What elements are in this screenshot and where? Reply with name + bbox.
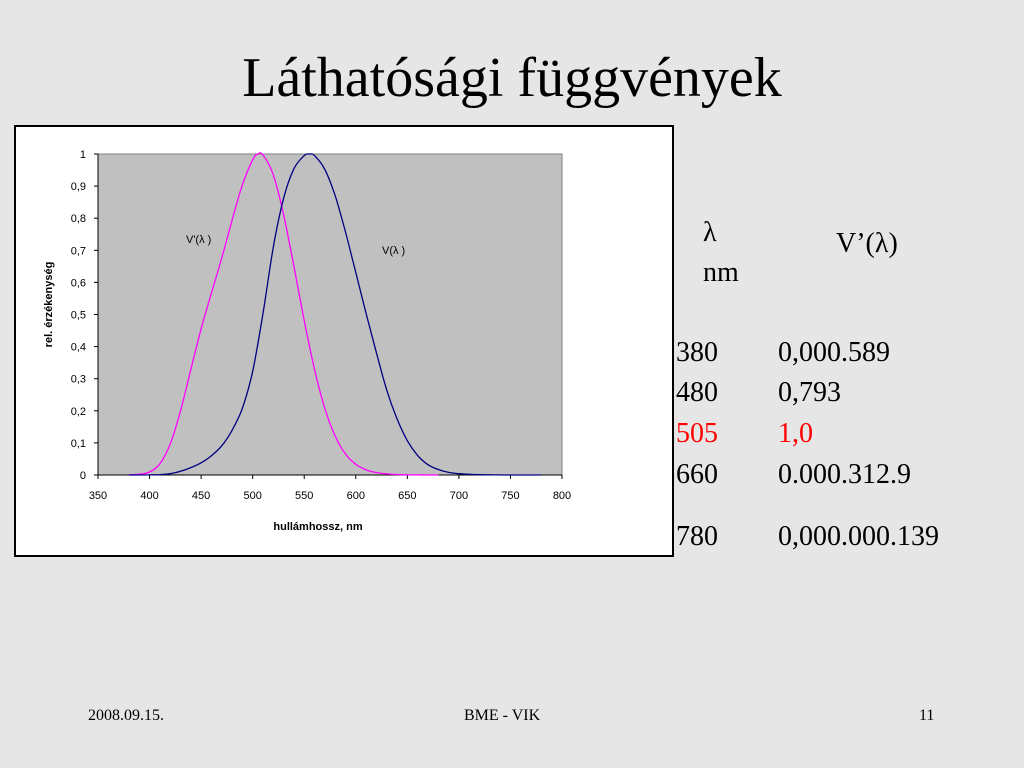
- y-tick-label: 0,6: [71, 277, 86, 289]
- row-wavelength: 660: [676, 459, 718, 490]
- x-tick-label: 700: [450, 490, 468, 502]
- table-header-symbol: λ: [703, 217, 717, 248]
- x-tick-label: 450: [192, 490, 210, 502]
- y-tick-label: 0,1: [71, 438, 86, 450]
- x-tick-label: 750: [501, 490, 519, 502]
- row-wavelength: 380: [676, 337, 718, 368]
- row-value: 0,793: [778, 377, 841, 408]
- x-tick-label: 400: [140, 490, 158, 502]
- y-axis-label: rel. érzékenység: [43, 262, 55, 348]
- series-label: V(λ ): [382, 245, 405, 257]
- series-line-1: [128, 153, 542, 476]
- footer-page-number: 11: [919, 707, 935, 724]
- row-value: 1,0: [778, 418, 813, 449]
- series-line-0: [128, 152, 439, 476]
- chart-panel: 0 0,1 0,2 0,3 0,4 0,5 0,6 0,7 0,8 0,9 1 350 400 450 50…: [14, 125, 674, 557]
- row-wavelength: 480: [676, 377, 718, 408]
- series-label: V'(λ ): [186, 234, 211, 246]
- x-axis-label: hullámhossz, nm: [273, 521, 362, 533]
- row-value: 0,000.589: [778, 337, 890, 368]
- x-tick-label: 550: [295, 490, 313, 502]
- y-tick-label: 1: [80, 149, 86, 161]
- table-header-unit: nm: [703, 257, 739, 288]
- table-header-value: V’(λ): [836, 228, 898, 259]
- y-tick-label: 0: [80, 470, 86, 482]
- x-tick-label: 500: [243, 490, 261, 502]
- x-tick-label: 350: [89, 490, 107, 502]
- y-tick-label: 0,7: [71, 245, 86, 257]
- x-tick-label: 650: [398, 490, 416, 502]
- x-tick-label: 600: [347, 490, 365, 502]
- plot-area: [97, 153, 563, 476]
- row-value: 0,000.000.139: [778, 521, 939, 552]
- row-value: 0.000.312.9: [778, 459, 911, 490]
- footer-organization: BME - VIK: [464, 707, 541, 724]
- slide-title: Láthatósági függvények: [242, 47, 782, 109]
- y-tick-label: 0,4: [71, 342, 86, 354]
- x-tick-label: 800: [553, 490, 571, 502]
- y-tick-label: 0,2: [71, 406, 86, 418]
- y-tick-label: 0,5: [71, 310, 86, 322]
- row-wavelength: 505: [676, 418, 718, 449]
- chart-svg: 0 0,1 0,2 0,3 0,4 0,5 0,6 0,7 0,8 0,9 1 350 400 450 50…: [43, 149, 571, 533]
- row-wavelength: 780: [676, 521, 718, 552]
- y-tick-label: 0,3: [71, 374, 86, 386]
- footer-date: 2008.09.15.: [88, 707, 164, 724]
- y-tick-label: 0,9: [71, 181, 86, 193]
- y-tick-label: 0,8: [71, 213, 86, 225]
